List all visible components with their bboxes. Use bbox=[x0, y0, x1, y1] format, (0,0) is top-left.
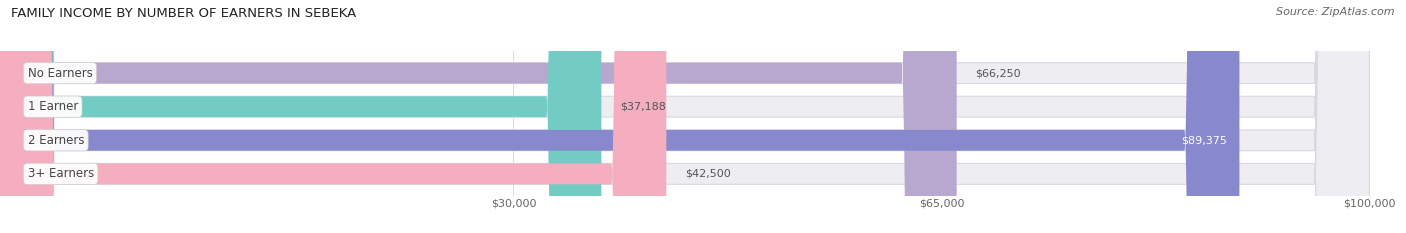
FancyBboxPatch shape bbox=[0, 0, 1240, 233]
FancyBboxPatch shape bbox=[0, 0, 1369, 233]
Text: No Earners: No Earners bbox=[28, 67, 93, 80]
Text: 1 Earner: 1 Earner bbox=[28, 100, 77, 113]
FancyBboxPatch shape bbox=[0, 0, 1369, 233]
Text: $66,250: $66,250 bbox=[974, 68, 1021, 78]
Text: 2 Earners: 2 Earners bbox=[28, 134, 84, 147]
Text: $42,500: $42,500 bbox=[685, 169, 730, 179]
Text: 3+ Earners: 3+ Earners bbox=[28, 167, 94, 180]
Text: Source: ZipAtlas.com: Source: ZipAtlas.com bbox=[1277, 7, 1395, 17]
FancyBboxPatch shape bbox=[0, 0, 956, 233]
Text: FAMILY INCOME BY NUMBER OF EARNERS IN SEBEKA: FAMILY INCOME BY NUMBER OF EARNERS IN SE… bbox=[11, 7, 357, 20]
FancyBboxPatch shape bbox=[0, 0, 1369, 233]
Text: $89,375: $89,375 bbox=[1181, 135, 1227, 145]
FancyBboxPatch shape bbox=[0, 0, 666, 233]
FancyBboxPatch shape bbox=[0, 0, 1369, 233]
FancyBboxPatch shape bbox=[0, 0, 602, 233]
Text: $37,188: $37,188 bbox=[620, 102, 665, 112]
